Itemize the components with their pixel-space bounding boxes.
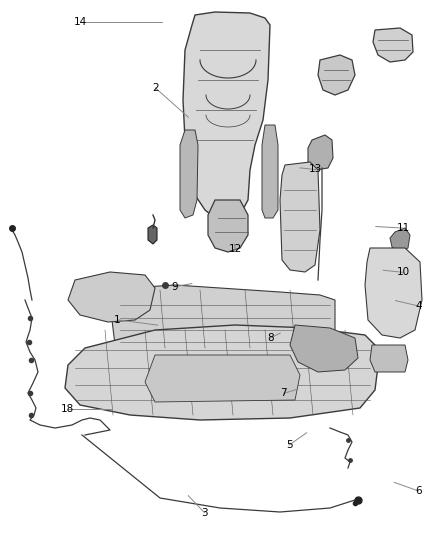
Polygon shape (68, 272, 155, 322)
Text: 10: 10 (396, 268, 410, 277)
Polygon shape (65, 325, 380, 420)
Text: 1: 1 (114, 315, 121, 325)
Text: 11: 11 (396, 223, 410, 233)
Text: 2: 2 (152, 83, 159, 93)
Text: 14: 14 (74, 18, 87, 27)
Polygon shape (183, 12, 270, 220)
Text: 12: 12 (229, 245, 242, 254)
Text: 13: 13 (309, 165, 322, 174)
Polygon shape (145, 355, 300, 402)
Polygon shape (148, 225, 157, 244)
Text: 18: 18 (61, 405, 74, 414)
Polygon shape (370, 345, 408, 372)
Polygon shape (290, 325, 358, 372)
Polygon shape (262, 125, 278, 218)
Polygon shape (373, 28, 413, 62)
Text: 4: 4 (415, 301, 422, 311)
Polygon shape (112, 285, 335, 355)
Text: 9: 9 (171, 282, 178, 292)
Text: 8: 8 (267, 333, 274, 343)
Polygon shape (280, 162, 320, 272)
Text: 3: 3 (201, 508, 208, 518)
Polygon shape (208, 200, 248, 252)
Polygon shape (318, 55, 355, 95)
Text: 5: 5 (286, 440, 293, 450)
Polygon shape (365, 248, 422, 338)
Polygon shape (308, 135, 333, 170)
Polygon shape (180, 130, 198, 218)
Text: 6: 6 (415, 486, 422, 496)
Polygon shape (390, 228, 410, 252)
Text: 7: 7 (280, 389, 287, 398)
